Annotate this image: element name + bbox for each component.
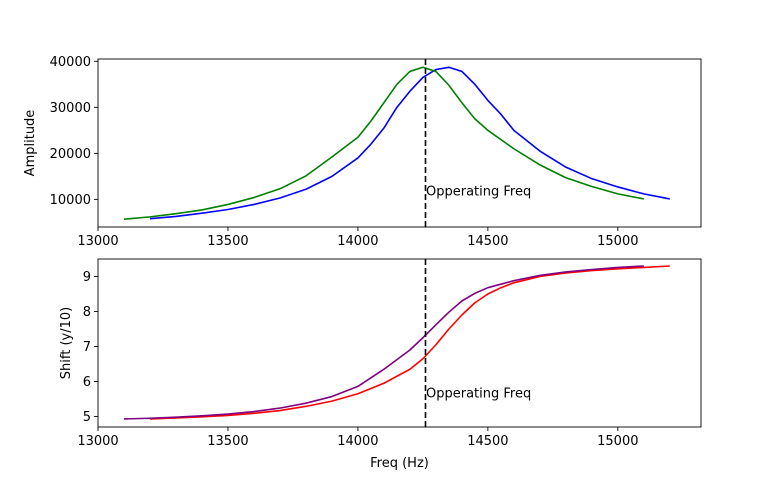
y-tick-label: 30000 bbox=[50, 101, 91, 116]
series-line-1 bbox=[149, 265, 670, 420]
x-tick-label: 15000 bbox=[597, 234, 638, 249]
y-axis-label: Amplitude bbox=[23, 110, 38, 177]
axes-frame bbox=[97, 258, 702, 428]
chart-panel-2: Opperating Freq 13000 13500 14000 14500 15000… bbox=[59, 258, 702, 471]
y-tick-label: 6 bbox=[83, 375, 91, 390]
axes-frame bbox=[97, 58, 702, 228]
y-tick-label: 40000 bbox=[50, 55, 91, 70]
x-axis-label: Freq (Hz) bbox=[370, 456, 429, 471]
y-tick-label: 9 bbox=[83, 270, 91, 285]
y-tick-label: 5 bbox=[83, 410, 91, 425]
annotation-text: Opperating Freq bbox=[426, 185, 531, 200]
x-tick-label: 14000 bbox=[337, 434, 378, 449]
x-tick-label: 13000 bbox=[77, 234, 118, 249]
x-tick-label: 14500 bbox=[467, 234, 508, 249]
x-tick-label: 13500 bbox=[207, 434, 248, 449]
y-axis-label: Shift (y/10) bbox=[59, 307, 74, 379]
y-tick-label: 20000 bbox=[50, 147, 91, 162]
series-line-1 bbox=[149, 66, 670, 220]
x-tick-label: 14000 bbox=[337, 234, 378, 249]
y-tick-label: 10000 bbox=[50, 193, 91, 208]
x-tick-label: 13000 bbox=[77, 434, 118, 449]
series-line-2 bbox=[123, 265, 644, 420]
annotation-text: Opperating Freq bbox=[426, 386, 531, 401]
y-tick-label: 7 bbox=[83, 340, 91, 355]
x-tick-label: 14500 bbox=[467, 434, 508, 449]
chart-panel-1: Opperating Freq 13000 13500 14000 14500 15000… bbox=[23, 55, 702, 249]
x-tick-label: 13500 bbox=[207, 234, 248, 249]
series-line-2 bbox=[123, 66, 644, 220]
x-tick-label: 15000 bbox=[597, 434, 638, 449]
y-tick-label: 8 bbox=[83, 305, 91, 320]
